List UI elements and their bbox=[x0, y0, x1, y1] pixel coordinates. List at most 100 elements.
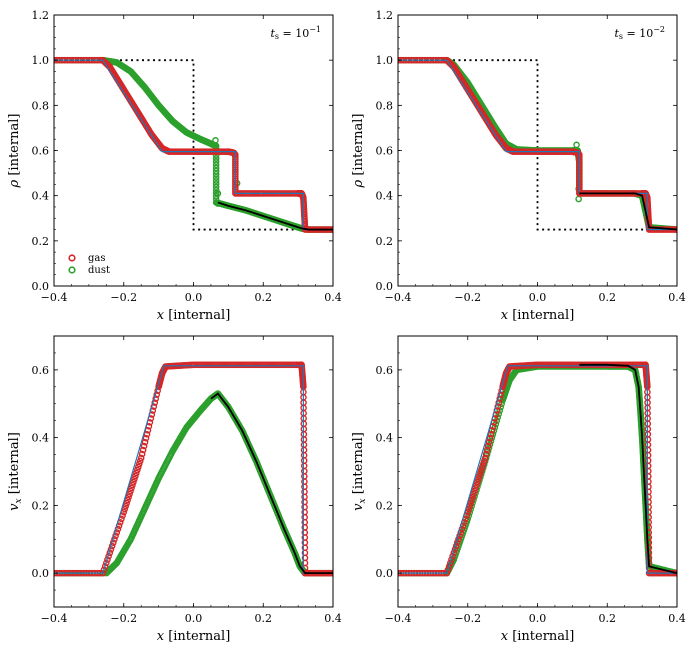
gas-point bbox=[495, 399, 503, 406]
x-tick-label: 0.0 bbox=[185, 291, 203, 304]
x-tick-label: 0.4 bbox=[324, 612, 342, 625]
x-tick-label: −0.2 bbox=[110, 291, 137, 304]
gas-point bbox=[483, 446, 491, 454]
y-axis-label: vx [internal] bbox=[7, 432, 24, 511]
gas-point bbox=[300, 467, 308, 475]
series-dust-markers bbox=[398, 363, 677, 577]
gas-point bbox=[126, 490, 133, 498]
x-axis-label: x [internal] bbox=[157, 308, 231, 323]
y-axis-var: v bbox=[7, 503, 22, 511]
dust-point bbox=[212, 155, 220, 162]
x-tick-label: −0.2 bbox=[454, 291, 481, 304]
gas-point bbox=[468, 496, 475, 504]
gas-point bbox=[130, 478, 137, 486]
panel-density-ts2: −0.4 −0.2 0.0 0.2 0.4 0.0 0.2 0.4 0.6 0.8 1.0 1.2 x … bbox=[351, 9, 686, 323]
gas-point bbox=[137, 454, 145, 462]
dust-point bbox=[212, 183, 220, 191]
gas-point bbox=[470, 490, 477, 498]
legend-dust-label: dust bbox=[88, 265, 110, 276]
ts-annotation-exp: −2 bbox=[653, 25, 665, 34]
x-tick-label: −0.2 bbox=[110, 612, 137, 625]
y-tick-label: 0.0 bbox=[376, 567, 394, 580]
x-tick-label: 0.0 bbox=[529, 291, 547, 304]
series-gas-markers bbox=[398, 56, 677, 233]
dust_outliers-point bbox=[212, 137, 219, 144]
y-tick-label: 0.6 bbox=[376, 364, 394, 377]
panel-velocity-ts2: −0.4 −0.2 0.0 0.2 0.4 0.0 0.2 0.4 0.6 x [internal… bbox=[351, 335, 686, 644]
gas-point bbox=[301, 473, 308, 480]
series-analytic-gas-line bbox=[54, 59, 333, 231]
y-axis-label: ρ [internal] bbox=[7, 114, 22, 189]
gas-point bbox=[136, 457, 144, 465]
x-tick-label: 0.4 bbox=[668, 612, 686, 625]
gas-point bbox=[472, 484, 479, 492]
plot-area bbox=[54, 361, 333, 577]
gas-point bbox=[480, 457, 488, 465]
y-tick-label: 1.2 bbox=[376, 9, 394, 22]
gas-point bbox=[300, 446, 308, 454]
legend-gas-marker bbox=[68, 254, 76, 262]
y-tick-label: 0.0 bbox=[32, 567, 50, 580]
panel-density-ts1: −0.4 −0.2 0.0 0.2 0.4 0.0 0.2 0.4 0.6 0.8 1.0 1.2 x … bbox=[7, 9, 342, 323]
dust-point bbox=[212, 167, 220, 175]
gas-point bbox=[112, 532, 119, 540]
series-analytic-dust-line bbox=[210, 392, 333, 575]
y-tick-label: 0.4 bbox=[376, 432, 394, 445]
gas-point bbox=[481, 454, 489, 462]
y-axis-var: ρ bbox=[351, 179, 366, 188]
gas-point bbox=[300, 462, 308, 470]
gas-point bbox=[300, 452, 308, 459]
gas-point bbox=[644, 441, 652, 449]
series-gas-markers bbox=[54, 56, 333, 233]
gas-point bbox=[131, 475, 138, 483]
y-tick-label: 0.8 bbox=[376, 99, 394, 112]
x-tick-label: −0.4 bbox=[385, 612, 412, 625]
gas-point bbox=[143, 430, 151, 438]
y-axis-unit: [internal] bbox=[7, 432, 22, 498]
y-tick-label: 0.8 bbox=[32, 99, 50, 112]
y-tick-label: 0.2 bbox=[376, 499, 394, 512]
gas-point bbox=[644, 446, 652, 454]
dust-point bbox=[212, 164, 220, 172]
x-tick-label: 0.2 bbox=[599, 291, 617, 304]
dust_outliers-point bbox=[575, 195, 582, 203]
ts-annotation-base: t bbox=[614, 27, 619, 40]
gas-point bbox=[644, 452, 652, 459]
y-tick-label: 0.2 bbox=[376, 235, 394, 248]
gas-point bbox=[482, 450, 490, 458]
ts-annotation-sub: s bbox=[619, 32, 623, 41]
ts-annotation-base: t bbox=[270, 27, 275, 40]
x-axis-unit: [internal] bbox=[508, 308, 574, 323]
gas-point bbox=[124, 496, 131, 504]
y-axis-unit: [internal] bbox=[351, 114, 366, 180]
gas-point bbox=[484, 442, 492, 450]
x-tick-label: 0.2 bbox=[255, 291, 273, 304]
x-tick-label: 0.2 bbox=[599, 612, 617, 625]
dust-point bbox=[212, 158, 220, 165]
y-tick-label: 1.0 bbox=[32, 54, 50, 67]
gas-point bbox=[496, 395, 504, 402]
ts-annotation: ts = 10−2 bbox=[614, 25, 665, 41]
gas-point bbox=[475, 475, 482, 483]
x-axis-var: x bbox=[157, 629, 165, 644]
y-tick-label: 0.4 bbox=[376, 190, 394, 203]
gas-point bbox=[150, 403, 158, 410]
x-axis-unit: [internal] bbox=[164, 629, 230, 644]
gas-point bbox=[140, 442, 148, 450]
gas-point bbox=[485, 438, 493, 446]
gas-point bbox=[455, 535, 462, 543]
gas-point bbox=[152, 395, 160, 402]
gas-point bbox=[300, 457, 308, 464]
dust-point bbox=[212, 180, 220, 187]
y-tick-label: 0.2 bbox=[32, 235, 50, 248]
axes-frame bbox=[53, 335, 334, 608]
dust-point bbox=[464, 515, 472, 523]
y-tick-label: 0.6 bbox=[376, 145, 394, 158]
gas-point bbox=[494, 403, 502, 410]
panel-velocity-ts1: −0.4 −0.2 0.0 0.2 0.4 0.0 0.2 0.4 0.6 x [internal… bbox=[7, 335, 342, 644]
x-axis-label: x [internal] bbox=[157, 629, 231, 644]
gas-point bbox=[476, 472, 483, 480]
x-axis-var: x bbox=[501, 308, 509, 323]
legend-dust-marker bbox=[68, 266, 76, 274]
